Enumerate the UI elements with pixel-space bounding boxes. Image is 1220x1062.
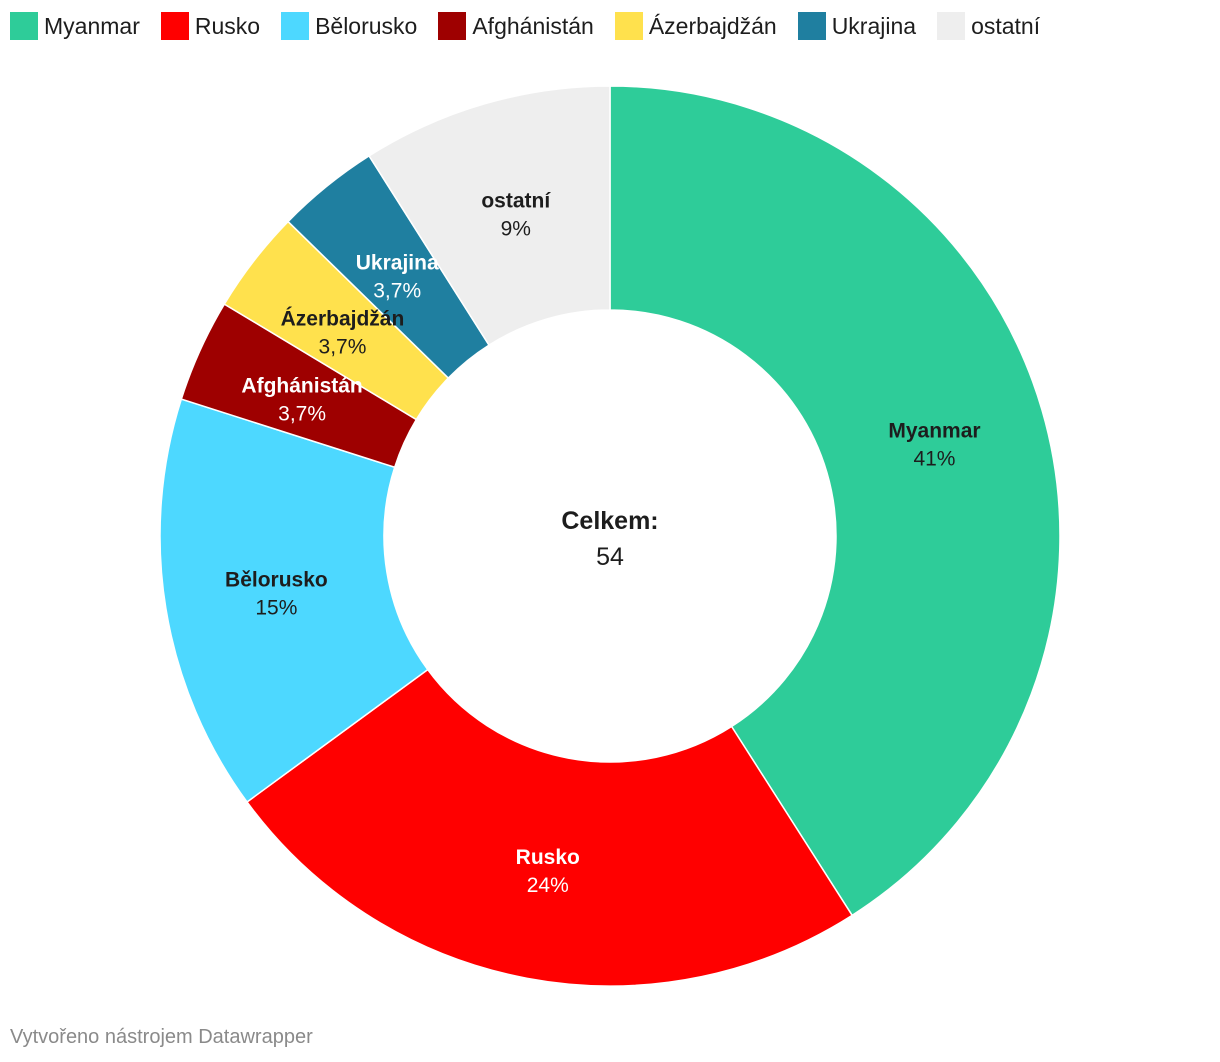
slice-value-label: 3,7% [278,403,326,426]
legend-swatch [797,12,826,40]
slice-value-label: 9% [501,217,531,240]
slice-name-label: Bělorusko [225,568,328,591]
legend-swatch [438,12,467,40]
legend-label: Bělorusko [315,12,418,39]
legend-label: Ukrajina [831,12,917,39]
slice-value-label: 3,7% [319,335,367,358]
legend-swatch [10,12,38,40]
slice-value-label: 15% [255,596,297,619]
legend-item-belorusko[interactable]: Bělorusko [281,12,417,40]
slice-name-label: Ázerbajdžán [281,307,405,330]
center-total-value: 54 [596,543,624,571]
slice-name-label: Ukrajina [356,251,439,274]
legend-item-ostatni[interactable]: ostatní [937,12,1040,40]
slice-value-label: 41% [913,447,955,470]
legend-label: Rusko [194,12,261,39]
donut-chart: Myanmar 41% Rusko 24% Bělorusko 15% Afghánistá… [159,85,1061,987]
legend-swatch [160,12,189,40]
slice-name-label: Myanmar [888,419,980,442]
slice-belorusko[interactable] [159,398,429,804]
center-total-label: Celkem: [561,507,658,535]
legend-item-rusko[interactable]: Rusko [160,12,261,40]
legend-swatch [937,12,966,40]
legend-label: Myanmar [44,12,140,39]
legend-swatch [614,12,643,40]
slice-rusko[interactable] [245,668,854,987]
slice-ostatni[interactable] [368,85,611,347]
chart-legend: Myanmar Rusko Bělorusko Afghánistán Ázer… [10,12,1061,40]
slice-myanmar[interactable] [609,85,1061,917]
legend-item-azerbajdzan[interactable]: Ázerbajdžán [614,12,777,40]
legend-label: Ázerbajdžán [648,12,777,39]
legend-swatch [281,12,310,40]
donut-slices [159,85,1061,987]
slice-value-label: 3,7% [373,279,421,302]
legend-label: ostatní [971,12,1041,39]
slice-name-label: ostatní [481,189,551,212]
datawrapper-credit: Vytvořeno nástrojem Datawrapper [10,1026,313,1048]
legend-item-afghanistan[interactable]: Afghánistán [438,12,594,40]
slice-labels: Myanmar 41% Rusko 24% Bělorusko 15% Afghánistá… [225,189,981,897]
slice-value-label: 24% [527,874,569,897]
slice-name-label: Rusko [516,846,580,869]
legend-item-myanmar[interactable]: Myanmar [10,12,140,40]
legend-item-ukrajina[interactable]: Ukrajina [797,12,917,40]
slice-name-label: Afghánistán [241,375,362,398]
legend-label: Afghánistán [472,12,594,39]
